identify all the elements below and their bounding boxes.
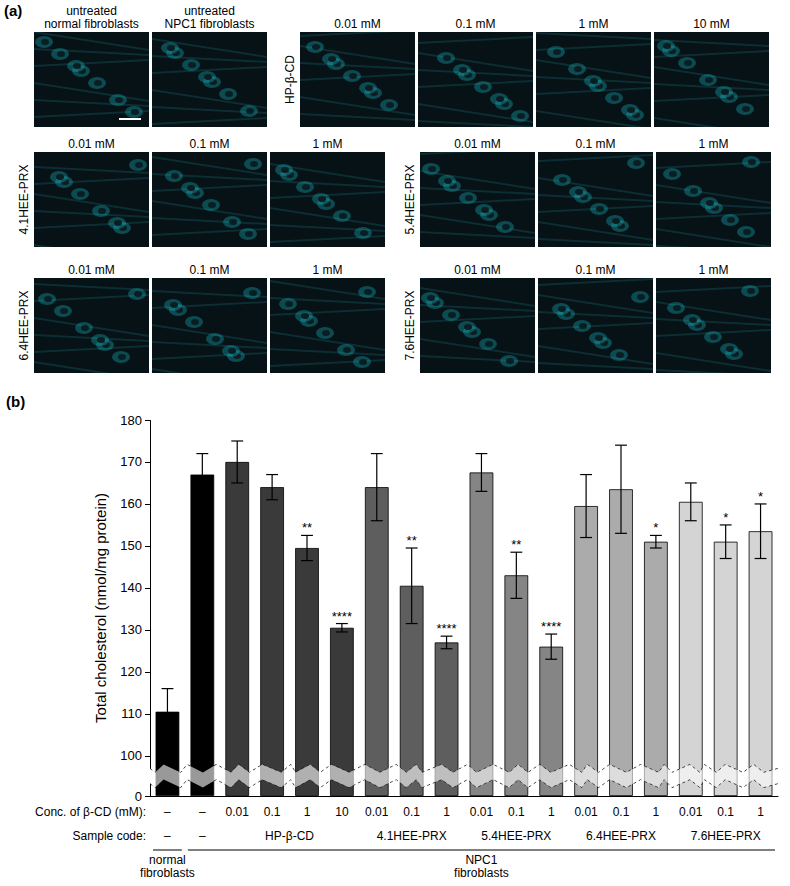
svg-text:(a): (a): [4, 2, 22, 19]
svg-text:–: –: [199, 829, 206, 843]
svg-text:1: 1: [548, 805, 555, 819]
svg-text:1 mM: 1 mM: [699, 137, 729, 151]
svg-text:*: *: [653, 520, 658, 535]
svg-text:1: 1: [304, 805, 311, 819]
svg-text:4.1HEE-PRX: 4.1HEE-PRX: [17, 164, 31, 234]
svg-text:100: 100: [120, 748, 142, 763]
svg-text:0.1: 0.1: [717, 805, 734, 819]
svg-text:fibroblasts: fibroblasts: [140, 866, 195, 880]
svg-text:Total cholesterol (nmol/mg pro: Total cholesterol (nmol/mg protein): [92, 493, 109, 723]
svg-text:fibroblasts: fibroblasts: [454, 866, 509, 880]
svg-text:10 mM: 10 mM: [693, 17, 730, 31]
svg-text:0.1 mM: 0.1 mM: [189, 137, 229, 151]
svg-text:0.01 mM: 0.01 mM: [68, 263, 115, 277]
svg-text:5.4HEE-PRX: 5.4HEE-PRX: [481, 829, 551, 843]
svg-text:6.4HEE-PRX: 6.4HEE-PRX: [17, 290, 31, 360]
svg-text:****: ****: [332, 609, 352, 624]
svg-text:0.1: 0.1: [508, 805, 525, 819]
svg-text:untreatednormal fibroblasts: untreatednormal fibroblasts: [44, 4, 139, 31]
svg-text:**: **: [407, 533, 417, 548]
svg-text:0.01: 0.01: [679, 805, 703, 819]
svg-text:180: 180: [120, 413, 142, 428]
svg-text:**: **: [302, 520, 312, 535]
svg-text:****: ****: [436, 621, 456, 636]
svg-text:*: *: [723, 510, 728, 525]
svg-text:160: 160: [120, 496, 142, 511]
svg-text:0.1: 0.1: [403, 805, 420, 819]
svg-text:110: 110: [121, 706, 142, 721]
svg-text:0.1 mM: 0.1 mM: [189, 263, 229, 277]
svg-text:7.6HEE-PRX: 7.6HEE-PRX: [691, 829, 761, 843]
svg-text:0.01: 0.01: [226, 805, 250, 819]
svg-text:0.01: 0.01: [470, 805, 494, 819]
svg-text:0.01 mM: 0.01 mM: [454, 137, 501, 151]
svg-text:120: 120: [120, 664, 142, 679]
svg-text:0.01 mM: 0.01 mM: [454, 263, 501, 277]
svg-text:HP-β-CD: HP-β-CD: [265, 829, 314, 843]
svg-text:4.1HEE-PRX: 4.1HEE-PRX: [377, 829, 447, 843]
svg-text:****: ****: [541, 619, 561, 634]
svg-text:0.1 mM: 0.1 mM: [575, 137, 615, 151]
svg-text:(b): (b): [6, 393, 25, 410]
svg-text:NPC1: NPC1: [465, 853, 497, 867]
svg-text:untreatedNPC1 fibroblasts: untreatedNPC1 fibroblasts: [164, 4, 254, 31]
svg-text:0.1: 0.1: [613, 805, 630, 819]
svg-text:–: –: [164, 829, 171, 843]
svg-text:0.01: 0.01: [574, 805, 598, 819]
svg-text:0: 0: [135, 789, 142, 804]
svg-text:1 mM: 1 mM: [313, 263, 343, 277]
svg-text:1 mM: 1 mM: [699, 263, 729, 277]
svg-text:0.01: 0.01: [365, 805, 389, 819]
svg-text:HP-β-CD: HP-β-CD: [283, 55, 297, 104]
svg-text:1: 1: [757, 805, 764, 819]
svg-text:1: 1: [653, 805, 660, 819]
svg-text:5.4HEE-PRX: 5.4HEE-PRX: [403, 164, 417, 234]
svg-text:Sample code:: Sample code:: [73, 829, 146, 843]
svg-text:0.01 mM: 0.01 mM: [68, 137, 115, 151]
svg-text:1: 1: [443, 805, 450, 819]
svg-text:130: 130: [120, 622, 142, 637]
svg-text:–: –: [164, 805, 171, 819]
svg-text:1 mM: 1 mM: [313, 137, 343, 151]
svg-text:7.6HEE-PRX: 7.6HEE-PRX: [403, 290, 417, 360]
svg-text:6.4HEE-PRX: 6.4HEE-PRX: [586, 829, 656, 843]
svg-text:**: **: [511, 537, 521, 552]
svg-text:normal: normal: [149, 853, 186, 867]
svg-text:–: –: [199, 805, 206, 819]
svg-text:*: *: [758, 489, 763, 504]
svg-text:1 mM: 1 mM: [579, 17, 609, 31]
svg-text:10: 10: [335, 805, 349, 819]
svg-text:Conc. of β-CD (mM):: Conc. of β-CD (mM):: [35, 805, 146, 819]
svg-text:140: 140: [120, 580, 142, 595]
svg-text:170: 170: [120, 454, 142, 469]
svg-text:0.1 mM: 0.1 mM: [455, 17, 495, 31]
svg-text:0.1: 0.1: [264, 805, 281, 819]
svg-text:0.01 mM: 0.01 mM: [334, 17, 381, 31]
svg-text:0.1 mM: 0.1 mM: [575, 263, 615, 277]
svg-text:150: 150: [120, 538, 142, 553]
